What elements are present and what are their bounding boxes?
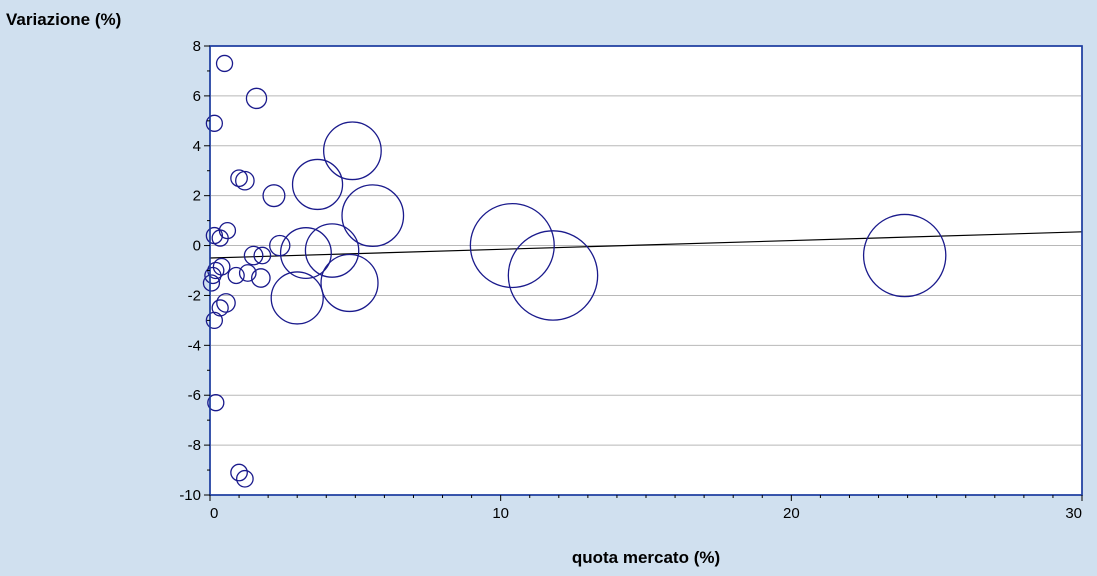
bubble-point bbox=[322, 121, 382, 181]
bubble-point bbox=[270, 271, 324, 325]
gridlines bbox=[210, 95, 1082, 446]
y-tick-label: -6 bbox=[188, 387, 201, 404]
bubble-point bbox=[279, 227, 332, 280]
bubble-point bbox=[269, 234, 291, 257]
bubble-point bbox=[202, 274, 221, 292]
y-tick-label: 0 bbox=[193, 238, 201, 255]
bubble-point bbox=[341, 184, 405, 248]
bubble-point bbox=[230, 169, 248, 188]
y-tick-label: 6 bbox=[193, 88, 201, 105]
y-tick-label: 8 bbox=[193, 38, 201, 55]
bubble-point bbox=[238, 264, 257, 282]
y-tick-label: -2 bbox=[188, 287, 201, 304]
bubble-point bbox=[262, 184, 286, 208]
y-tick-label: -10 bbox=[179, 487, 201, 504]
bubble-point bbox=[304, 223, 360, 278]
x-tick-label: 30 bbox=[1065, 505, 1082, 522]
bubble-point bbox=[236, 469, 254, 488]
y-tick-label: 2 bbox=[193, 188, 201, 205]
bubble-point bbox=[211, 229, 229, 247]
bubble-point bbox=[205, 114, 224, 132]
bubble-point bbox=[291, 158, 344, 211]
bubble-point bbox=[211, 299, 229, 317]
bubble-point bbox=[227, 266, 245, 285]
bubble-point bbox=[230, 463, 248, 482]
bubble-point bbox=[212, 257, 231, 276]
x-tick-label: 10 bbox=[492, 505, 509, 522]
bubble-point bbox=[862, 213, 947, 298]
bubble-point bbox=[215, 54, 234, 73]
y-tick-label: -4 bbox=[188, 337, 201, 354]
y-axis-title: Variazione (%) bbox=[6, 10, 121, 29]
bubble-point bbox=[204, 266, 222, 285]
y-tick-label: -8 bbox=[188, 437, 201, 454]
bubble-point bbox=[235, 170, 255, 191]
trend-layer bbox=[209, 231, 1083, 259]
bubble-point bbox=[253, 246, 272, 265]
bubble-point bbox=[207, 394, 225, 412]
y-tick-label: 4 bbox=[193, 138, 201, 155]
bubble-point bbox=[507, 230, 599, 321]
plot-area bbox=[209, 45, 1083, 496]
bubble-layer bbox=[202, 54, 947, 488]
trend-line bbox=[209, 231, 1083, 259]
bubble-point bbox=[205, 311, 224, 330]
x-tick-label: 20 bbox=[783, 505, 800, 522]
bubble-point bbox=[251, 268, 271, 288]
bubble-point bbox=[243, 245, 264, 266]
bubble-point bbox=[245, 87, 268, 110]
bubble-point bbox=[469, 202, 555, 289]
bubble-point bbox=[216, 293, 236, 313]
bubble-point bbox=[320, 253, 379, 313]
x-axis-title: quota mercato (%) bbox=[572, 548, 720, 567]
x-tick-label: 0 bbox=[210, 505, 218, 522]
